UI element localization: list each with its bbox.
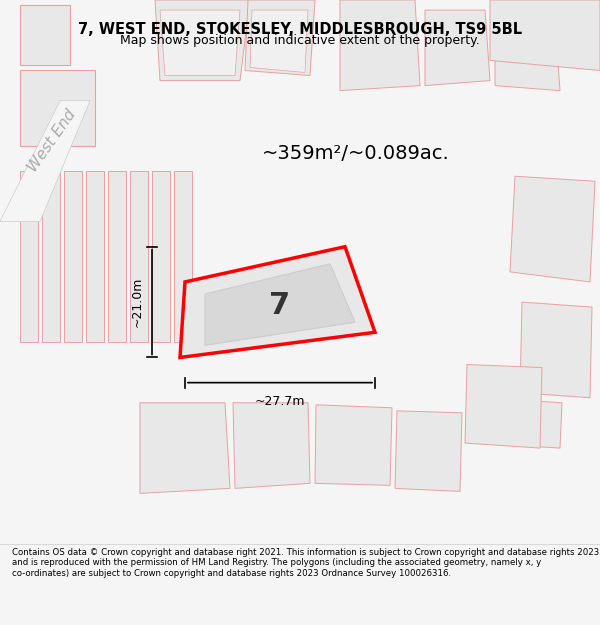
Text: ~359m²/~0.089ac.: ~359m²/~0.089ac. [262, 144, 450, 162]
Polygon shape [233, 402, 310, 488]
Polygon shape [465, 364, 542, 448]
Polygon shape [250, 10, 308, 72]
Polygon shape [510, 176, 595, 282]
Polygon shape [152, 171, 170, 342]
Polygon shape [42, 171, 60, 342]
Polygon shape [130, 171, 148, 342]
Polygon shape [140, 402, 230, 493]
Polygon shape [0, 101, 90, 221]
Text: Contains OS data © Crown copyright and database right 2021. This information is : Contains OS data © Crown copyright and d… [12, 548, 599, 578]
Polygon shape [155, 0, 250, 81]
Polygon shape [174, 171, 192, 342]
Polygon shape [20, 71, 95, 146]
Polygon shape [425, 10, 490, 86]
Text: West End: West End [25, 107, 79, 175]
Polygon shape [205, 264, 355, 346]
Polygon shape [180, 247, 375, 357]
Polygon shape [20, 5, 70, 66]
Polygon shape [108, 171, 126, 342]
Text: 7, WEST END, STOKESLEY, MIDDLESBROUGH, TS9 5BL: 7, WEST END, STOKESLEY, MIDDLESBROUGH, T… [78, 22, 522, 37]
Polygon shape [495, 20, 560, 91]
Text: ~27.7m: ~27.7m [255, 395, 305, 408]
Polygon shape [245, 0, 315, 76]
Polygon shape [340, 0, 420, 91]
Polygon shape [64, 171, 82, 342]
Text: 7: 7 [269, 291, 290, 319]
Polygon shape [20, 171, 38, 342]
Polygon shape [395, 411, 462, 491]
Text: Map shows position and indicative extent of the property.: Map shows position and indicative extent… [120, 34, 480, 48]
Polygon shape [490, 0, 600, 71]
Polygon shape [160, 10, 240, 76]
Text: ~21.0m: ~21.0m [131, 277, 144, 328]
Polygon shape [86, 171, 104, 342]
Polygon shape [315, 405, 392, 486]
Polygon shape [520, 302, 592, 398]
Polygon shape [480, 398, 562, 448]
